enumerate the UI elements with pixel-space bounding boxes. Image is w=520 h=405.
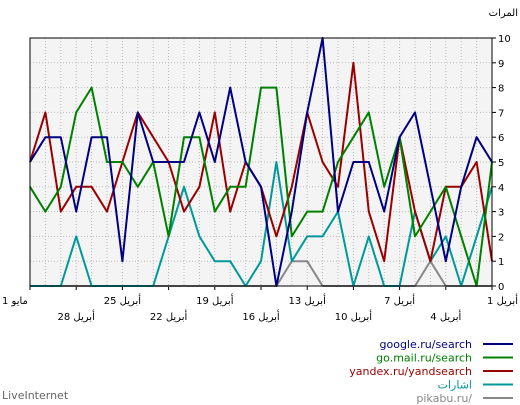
- x-tick-label: 28 ﺃﺑﺮﻳﻞ: [58, 309, 96, 323]
- series-line-go-mail-ru-search: [29, 86, 493, 287]
- x-tick-label: 13 ﺃﺑﺮﻳﻞ: [289, 293, 327, 307]
- legend-label: اشارات: [438, 379, 472, 392]
- legend-label: yandex.ru/yandsearch: [349, 365, 472, 378]
- y-tick-label: 7: [498, 108, 504, 119]
- y-tick-label: 5: [498, 158, 504, 169]
- x-tick-label: 10 ﺃﺑﺮﻳﻞ: [335, 309, 373, 323]
- y-tick-label: 8: [498, 84, 504, 95]
- y-tick-label: 10: [498, 34, 511, 45]
- y-ticks: 0 1 2 3 4 5 6 7 8 9 10: [492, 34, 511, 293]
- y-tick-label: 2: [498, 232, 504, 243]
- plot-frame: [29, 37, 493, 287]
- brand-label: LiveInternet: [2, 389, 69, 402]
- legend: google.ru/searchgo.mail.ru/searchyandex.…: [349, 338, 513, 405]
- x-tick-label: 19 ﺃﺑﺮﻳﻞ: [196, 293, 234, 307]
- x-tick-label: 1 مايو: [2, 296, 28, 307]
- legend-label: go.mail.ru/search: [376, 352, 472, 365]
- x-tick-label: 4 ﺃﺑﺮﻳﻞ: [430, 309, 461, 323]
- x-ticks: 1 مايو 25 ﺃﺑﺮﻳﻞ 19 ﺃﺑﺮﻳﻞ 13 ﺃﺑﺮﻳﻞ 7 ﺃﺑﺮﻳﻞ 1 ﺃ…: [2, 286, 518, 323]
- y-axis-label: المرات: [489, 8, 518, 19]
- legend-label: google.ru/search: [380, 338, 473, 351]
- x-tick-label: 1 ﺃﺑﺮﻳﻞ: [487, 293, 518, 307]
- y-tick-label: 9: [498, 59, 504, 70]
- series-line-google-ru-search: [29, 37, 493, 287]
- x-tick-label: 7 ﺃﺑﺮﻳﻞ: [384, 293, 415, 307]
- y-tick-label: 1: [498, 257, 504, 268]
- x-tick-label: 22 ﺃﺑﺮﻳﻞ: [150, 309, 188, 323]
- y-tick-label: 6: [498, 133, 504, 144]
- y-tick-label: 0: [498, 282, 504, 293]
- y-tick-label: 3: [498, 208, 504, 219]
- legend-label: pikabu.ru/: [416, 392, 472, 405]
- y-tick-label: 4: [498, 183, 504, 194]
- x-tick-label: 16 ﺃﺑﺮﻳﻞ: [242, 309, 280, 323]
- x-tick-label: 25 ﺃﺑﺮﻳﻞ: [104, 293, 142, 307]
